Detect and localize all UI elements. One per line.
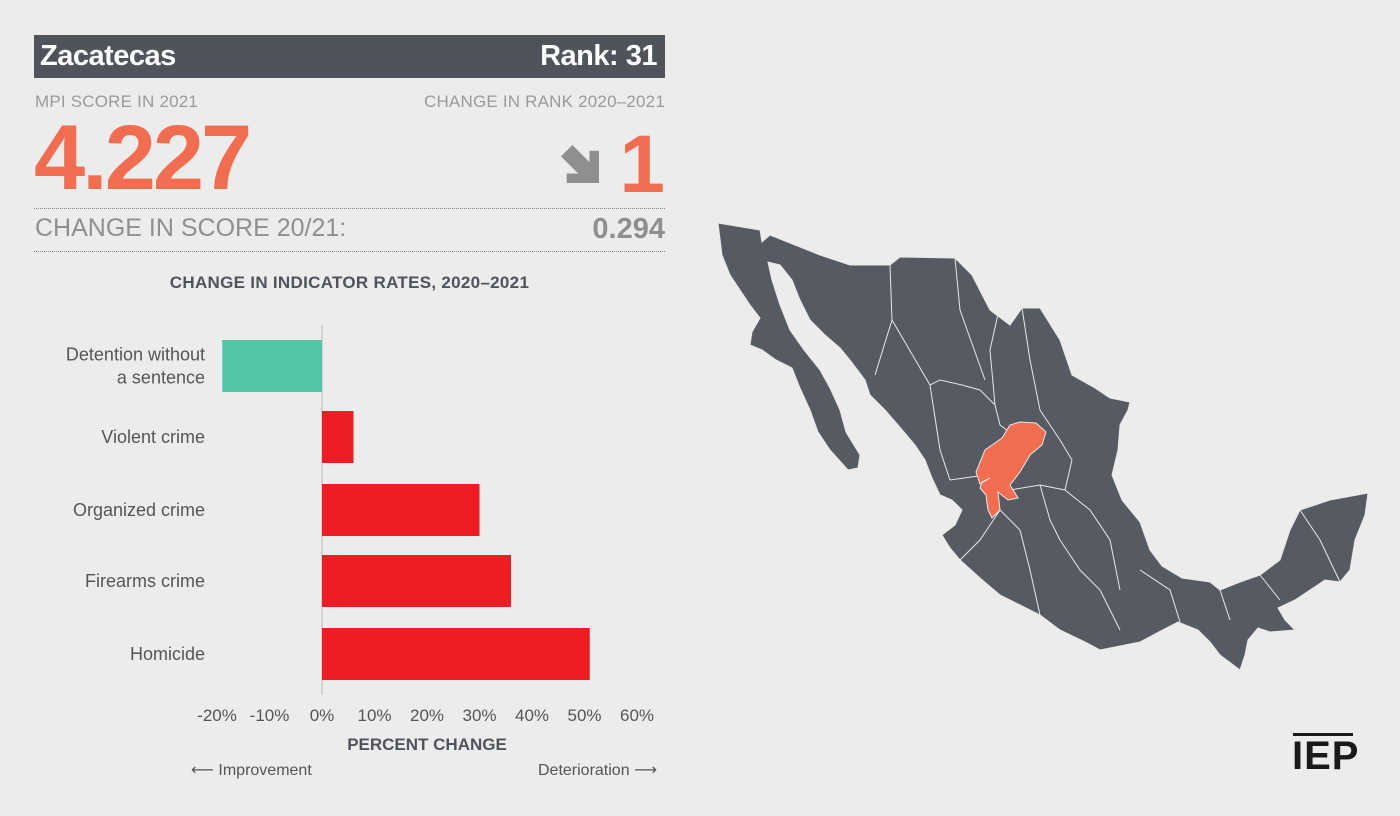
x-tick-label: 20%: [410, 706, 444, 725]
score-change-label: CHANGE IN SCORE 20/21:: [35, 214, 347, 242]
category-label: Organized crime: [73, 500, 205, 520]
x-tick-label: 60%: [620, 706, 654, 725]
deterioration-legend: Deterioration ⟶: [538, 760, 657, 780]
deterioration-label: Deterioration: [538, 762, 630, 779]
bar-violent-crime: [322, 411, 354, 463]
divider: [34, 251, 665, 252]
x-tick-label: 10%: [357, 706, 391, 725]
divider: [34, 208, 665, 209]
score-change-value: 0.294: [592, 213, 665, 245]
mexico-country-shape: [717, 222, 1369, 671]
x-axis-label: PERCENT CHANGE: [347, 735, 507, 754]
bar-firearms-crime: [322, 555, 511, 607]
improvement-legend: ⟵ Improvement: [191, 760, 312, 780]
state-name: Zacatecas: [40, 40, 176, 72]
left-arrow-icon: ⟵: [191, 762, 214, 779]
rank-change: 1: [561, 120, 665, 210]
category-label: Firearms crime: [85, 571, 205, 591]
x-tick-label: 40%: [515, 706, 549, 725]
right-arrow-icon: ⟶: [634, 762, 657, 779]
x-tick-label: 0%: [310, 706, 335, 725]
state-rank: Rank: 31: [540, 40, 657, 72]
x-tick-label: -20%: [197, 706, 237, 725]
indicator-bar-chart: Detention without a sentence Violent crime…: [66, 325, 654, 754]
x-tick-label: 30%: [462, 706, 496, 725]
category-label: Detention without a sentence: [66, 345, 205, 388]
bar-detention-without-a-sentence: [222, 340, 322, 392]
iep-logo: IEP: [1292, 734, 1360, 778]
logo-bar: [1293, 733, 1353, 736]
category-label: Homicide: [130, 644, 205, 664]
state-title-bar: Zacatecas Rank: 31: [34, 35, 665, 78]
x-tick-label: -10%: [250, 706, 290, 725]
x-tick-label: 50%: [567, 706, 601, 725]
mpi-score-label: MPI SCORE IN 2021: [35, 92, 199, 111]
improvement-label: Improvement: [218, 762, 312, 779]
mpi-score: 4.227: [34, 107, 252, 209]
bar-homicide: [322, 628, 590, 680]
rank-change-label: CHANGE IN RANK 2020–2021: [423, 92, 665, 111]
zacatecas-state-highlight: [975, 421, 1047, 519]
mexico-map: [717, 222, 1369, 671]
category-label: Violent crime: [101, 427, 205, 447]
bar-organized-crime: [322, 484, 480, 536]
down-right-arrow-icon: [561, 145, 600, 183]
rank-change-value: 1: [619, 119, 665, 210]
chart-title: CHANGE IN INDICATOR RATES, 2020–2021: [169, 273, 530, 292]
